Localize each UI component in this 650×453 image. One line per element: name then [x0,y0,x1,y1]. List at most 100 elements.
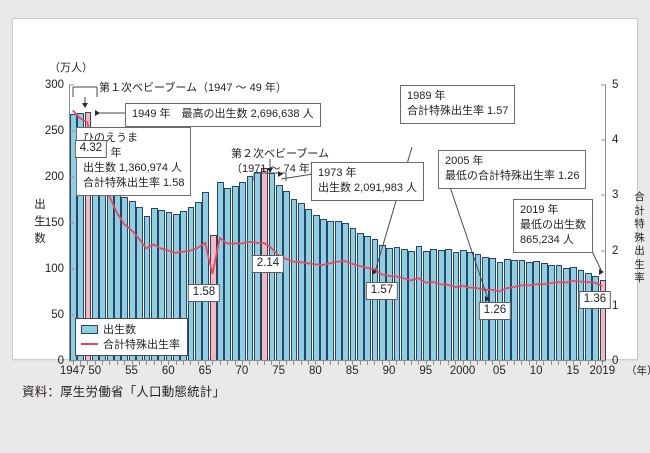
y-right-tick-1: 1 [612,299,619,312]
bar-1961 [172,213,180,360]
y-right-tick-3: 3 [612,189,619,202]
x-tickmark-1956 [138,361,140,365]
y-left-tickmark-100 [69,268,74,270]
x-tickmark-1980 [315,361,317,365]
x-tickmark-2017 [587,361,589,365]
x-tickmark-1957 [146,361,148,365]
x-tickmark-1973 [263,361,265,365]
x-tick-2019: 2019 [589,365,616,377]
bar-1958 [150,207,158,360]
bar-2017 [584,272,592,360]
x-tickmark-1978 [300,361,302,365]
x-tick-80: 80 [309,365,322,377]
y-left-tick-0: 0 [57,355,64,367]
y-left-tick-150: 150 [44,217,64,229]
x-tickmark-1987 [366,361,368,365]
legend-item-tfr: 合計特殊出生率 [81,337,180,351]
source-note: 資料：厚生労働省「人口動態統計」 [22,385,226,399]
bar-1954 [121,197,129,360]
y-right-tick-2: 2 [612,244,619,257]
y-right-tickmark-0 [601,360,606,362]
x-tickmark-2008 [521,361,523,365]
bar-2014 [562,267,570,360]
tfr-polyline [73,110,603,291]
x-tickmark-2004 [491,361,493,365]
x-tickmark-1989 [381,361,383,365]
x-axis-unit-label: （年） [626,365,650,377]
x-tick-50: 50 [88,365,102,377]
x-tickmark-1993 [411,361,413,365]
x-tickmark-1979 [308,361,310,365]
x-tick-15: 15 [566,365,580,377]
x-tickmark-2013 [558,361,560,365]
bar-2011 [540,263,548,360]
x-tick-65: 65 [198,365,212,377]
bar-2019 [599,280,607,360]
bar-2010 [533,261,541,360]
births-swatch-icon [81,324,98,334]
bar-1955 [128,200,136,360]
chart-legend: 出生数 合計特殊出生率 [75,318,188,356]
x-tickmark-2000 [462,361,464,365]
y-axis-right-line [605,85,606,361]
x-tickmark-1959 [160,361,162,365]
bar-1947 [70,113,77,360]
x-tickmark-2015 [572,361,574,365]
x-tickmark-2018 [594,361,596,365]
bar-2013 [555,265,563,360]
bar-1964 [195,202,202,360]
x-tickmark-1982 [330,361,332,365]
y-left-tickmark-200 [69,176,74,178]
y-left-tick-200: 200 [44,171,64,183]
bar-1965 [202,192,210,360]
bar-1949 [84,111,92,360]
y-left-tickmark-250 [69,130,74,132]
x-tickmark-2016 [580,361,582,365]
value-chip-1947-tfr: 4.32 [74,140,108,158]
bar-2012 [548,264,555,360]
x-tickmark-1995 [425,361,427,365]
bar-1967 [217,181,224,360]
y-left-tickmark-300 [69,84,74,86]
bar-1977 [290,198,298,360]
y-left-tickmark-0 [69,360,74,362]
x-tickmark-2009 [528,361,530,365]
tfr-swatch-icon [81,343,98,345]
x-tickmark-1963 [190,361,192,365]
y-left-tickmark-150 [69,222,74,224]
value-chip-1973-tfr: 2.14 [251,255,285,273]
bar-1957 [143,215,151,360]
x-tickmark-1985 [352,361,354,365]
x-tickmark-1994 [418,361,420,365]
x-tickmark-2005 [499,361,501,365]
bar-1982 [327,220,335,360]
x-tick-05: 05 [492,365,506,377]
annotation-1973: 1973 年 出生数 2,091,983 人 [311,162,425,201]
bar-1960 [165,212,173,360]
x-tickmark-1951 [102,361,104,365]
x-tickmark-1997 [440,361,442,365]
x-tickmark-1996 [433,361,435,365]
annotation-second-baby-boom: 第２次ベビーブーム （1971 〜 74 年） [231,148,330,175]
bar-1996 [430,248,438,360]
bar-1983 [334,221,342,360]
x-tick-85: 85 [345,365,359,377]
annotation-2019: 2019 年 最低の出生数 865,234 人 [513,199,593,253]
bar-1997 [437,250,445,360]
y-right-tick-5: 5 [612,79,619,91]
annotation-2005: 2005 年 最低の合計特殊出生率 1.26 [438,150,587,189]
x-tickmark-1953 [116,361,118,365]
x-tickmark-1999 [455,361,457,365]
x-tickmark-2001 [469,361,471,365]
x-tickmark-1971 [249,361,251,365]
bar-1980 [312,214,320,360]
y-left-tick-300: 300 [44,79,64,91]
bar-1948 [77,113,85,360]
x-tickmark-2003 [484,361,486,365]
y-right-tickmark-5 [601,84,606,86]
x-tick-70: 70 [235,365,249,377]
x-tickmark-1964 [197,361,199,365]
x-tickmark-1977 [293,361,295,365]
x-tickmark-1991 [396,361,398,365]
